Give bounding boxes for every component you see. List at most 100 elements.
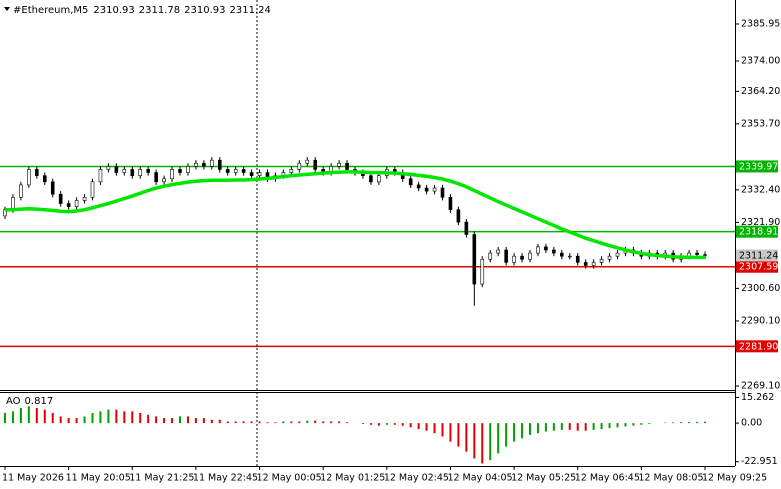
candle-body — [225, 169, 230, 173]
candle-body — [591, 262, 596, 266]
candle-body — [241, 169, 246, 173]
candle-body — [178, 169, 182, 173]
candle-body — [122, 169, 127, 173]
candle-body — [615, 252, 620, 257]
last-price: 2311.24 — [739, 250, 778, 261]
candle-body — [186, 166, 190, 173]
y-tick-label: 2321.90 — [741, 217, 780, 228]
y-tick-label: 2332.40 — [741, 184, 780, 195]
candle-body — [289, 169, 294, 173]
candle-body — [210, 159, 214, 167]
candle-body — [233, 169, 238, 173]
y-tick-label: 15.262 — [741, 392, 774, 403]
candle-body — [82, 197, 87, 201]
ao-value: 0.817 — [25, 396, 54, 407]
candle-body — [369, 175, 373, 183]
candle-body — [114, 166, 119, 173]
candle-body — [432, 187, 437, 192]
candle-body — [408, 178, 413, 186]
candle-body — [377, 175, 381, 183]
candle-body — [162, 178, 166, 183]
level-label: 2318.91 — [739, 227, 778, 238]
candle-body — [337, 162, 341, 167]
candle-body — [488, 252, 493, 260]
x-tick-label: 12 May 08:05 — [638, 473, 703, 484]
menu-triangle — [4, 7, 10, 11]
level-label: 2339.97 — [739, 161, 778, 172]
y-tick-label: 2374.00 — [741, 56, 780, 67]
chart-title: #Ethereum,M5 2310.93 2311.78 2310.93 2311.24 — [13, 5, 271, 16]
candle-body — [257, 172, 262, 176]
quote-low: 2310.93 — [184, 5, 225, 16]
candle-body — [528, 252, 532, 260]
candle-body — [560, 252, 564, 257]
candle-body — [464, 221, 469, 235]
level-label-bg — [736, 225, 778, 238]
candle-body — [544, 246, 548, 251]
candle-body — [424, 187, 429, 192]
x-tick-label: 12 May 01:25 — [320, 473, 385, 484]
candle-body — [512, 255, 516, 263]
x-tick-label: 12 May 02:45 — [384, 473, 449, 484]
candle-body — [456, 209, 461, 223]
y-tick-label: 0.00 — [741, 418, 762, 429]
candle-body — [42, 175, 47, 183]
candle-body — [249, 172, 254, 176]
candle-body — [607, 255, 612, 260]
candle-body — [35, 169, 39, 176]
candle-body — [98, 169, 103, 183]
candle-body — [130, 169, 135, 176]
candle-body — [472, 234, 477, 285]
x-tick-label: 11 May 21:25 — [129, 473, 194, 484]
symbol: #Ethereum,M5 — [13, 5, 88, 16]
candle-body — [194, 162, 198, 167]
indicator-title: AO 0.817 — [6, 396, 53, 407]
quote-open: 2310.93 — [93, 5, 134, 16]
candle-body — [552, 249, 556, 254]
candle-body — [599, 258, 604, 263]
moving-average — [5, 170, 705, 260]
quote-close: 2311.24 — [229, 5, 270, 16]
candle-body — [504, 249, 508, 263]
x-tick-label: 12 May 05:25 — [511, 473, 576, 484]
candle-body — [703, 254, 707, 256]
candle-body — [66, 203, 71, 207]
candle-body — [313, 159, 318, 170]
candle-body — [520, 255, 524, 260]
candle-body — [27, 169, 31, 186]
x-tick-label: 12 May 00:05 — [257, 473, 322, 484]
candle-body — [297, 162, 302, 170]
candle-body — [106, 166, 111, 170]
candle-body — [170, 169, 174, 180]
candle-body — [50, 181, 55, 195]
candle-body — [536, 246, 540, 254]
ao-name: AO — [6, 396, 21, 407]
candle-body — [11, 197, 15, 211]
candle-body — [202, 162, 206, 167]
quote-high: 2311.78 — [139, 5, 180, 16]
candle-body — [154, 172, 158, 183]
candle-body — [567, 255, 572, 258]
y-tick-label: 2385.95 — [741, 19, 780, 30]
x-tick-label: 11 May 2026 — [2, 473, 64, 484]
y-tick-label: 2353.70 — [741, 118, 780, 129]
candle-body — [440, 187, 445, 198]
x-tick-label: 12 May 04:05 — [447, 473, 512, 484]
level-label-bg — [736, 340, 778, 353]
candle-body — [448, 197, 453, 211]
y-tick-label: 2269.10 — [741, 380, 780, 391]
candle-body — [305, 159, 310, 164]
y-tick-label: 2290.10 — [741, 315, 780, 326]
level-label: 2307.59 — [739, 262, 778, 273]
candle-body — [480, 258, 485, 285]
candle-body — [138, 169, 143, 176]
candle-body — [74, 200, 79, 207]
level-label-bg — [736, 260, 778, 273]
y-tick-label: 2364.20 — [741, 86, 780, 97]
candle-body — [58, 193, 63, 204]
y-tick-label: -22.951 — [741, 456, 778, 467]
level-label: 2281.90 — [739, 341, 778, 352]
last-price-bg — [736, 249, 778, 262]
candle-body — [583, 262, 588, 266]
